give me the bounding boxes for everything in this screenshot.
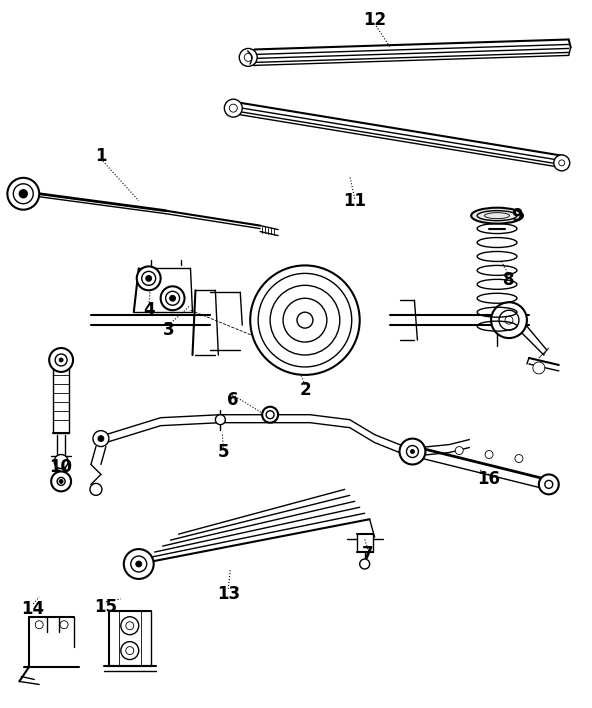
Circle shape bbox=[36, 621, 43, 629]
Circle shape bbox=[250, 266, 360, 375]
Circle shape bbox=[55, 354, 67, 366]
Circle shape bbox=[485, 450, 493, 459]
Circle shape bbox=[126, 622, 134, 629]
Text: 12: 12 bbox=[363, 11, 386, 28]
Text: 11: 11 bbox=[343, 192, 366, 210]
Circle shape bbox=[59, 479, 63, 484]
Circle shape bbox=[59, 358, 63, 362]
Circle shape bbox=[258, 273, 352, 367]
Circle shape bbox=[491, 302, 527, 338]
Text: 6: 6 bbox=[227, 391, 238, 409]
Circle shape bbox=[215, 415, 226, 425]
Circle shape bbox=[51, 472, 71, 491]
Circle shape bbox=[559, 160, 565, 166]
Circle shape bbox=[141, 271, 156, 285]
Text: 9: 9 bbox=[511, 207, 523, 224]
Text: 15: 15 bbox=[94, 598, 117, 616]
Circle shape bbox=[270, 285, 340, 355]
Circle shape bbox=[410, 450, 414, 454]
Circle shape bbox=[244, 53, 252, 62]
Circle shape bbox=[121, 641, 139, 660]
Circle shape bbox=[515, 455, 523, 462]
Circle shape bbox=[49, 348, 73, 372]
Text: 7: 7 bbox=[362, 545, 374, 563]
Circle shape bbox=[146, 275, 152, 281]
Ellipse shape bbox=[471, 207, 523, 224]
Circle shape bbox=[499, 310, 519, 330]
Circle shape bbox=[169, 295, 176, 301]
Text: 8: 8 bbox=[503, 271, 515, 290]
Circle shape bbox=[60, 621, 68, 629]
Circle shape bbox=[400, 438, 426, 464]
Circle shape bbox=[20, 190, 27, 198]
Circle shape bbox=[57, 477, 65, 486]
Text: 4: 4 bbox=[143, 301, 155, 319]
Circle shape bbox=[224, 99, 242, 117]
Circle shape bbox=[124, 549, 154, 579]
Circle shape bbox=[455, 447, 463, 455]
Text: 3: 3 bbox=[163, 321, 175, 339]
Circle shape bbox=[239, 48, 257, 67]
Circle shape bbox=[297, 312, 313, 328]
Bar bbox=[53, 368, 69, 433]
Circle shape bbox=[121, 617, 139, 634]
Text: 13: 13 bbox=[217, 585, 240, 603]
Circle shape bbox=[93, 430, 109, 447]
Circle shape bbox=[166, 291, 179, 305]
Circle shape bbox=[137, 266, 160, 290]
Circle shape bbox=[126, 646, 134, 655]
Text: 2: 2 bbox=[299, 381, 311, 399]
Circle shape bbox=[266, 411, 274, 418]
Circle shape bbox=[262, 407, 278, 423]
Circle shape bbox=[539, 474, 559, 494]
Circle shape bbox=[54, 455, 68, 469]
Circle shape bbox=[545, 481, 553, 489]
Circle shape bbox=[407, 445, 419, 457]
Circle shape bbox=[554, 155, 570, 171]
Circle shape bbox=[283, 298, 327, 342]
Circle shape bbox=[505, 316, 513, 324]
Text: 16: 16 bbox=[478, 470, 501, 489]
Circle shape bbox=[360, 559, 369, 569]
Circle shape bbox=[98, 435, 104, 442]
Circle shape bbox=[136, 561, 141, 567]
Circle shape bbox=[533, 362, 545, 374]
Text: 1: 1 bbox=[95, 147, 107, 165]
Circle shape bbox=[229, 104, 237, 112]
Circle shape bbox=[7, 178, 39, 210]
Circle shape bbox=[160, 286, 185, 310]
Circle shape bbox=[131, 556, 147, 572]
Text: 14: 14 bbox=[22, 600, 45, 618]
Text: 10: 10 bbox=[50, 459, 73, 476]
Text: 5: 5 bbox=[218, 442, 229, 460]
Circle shape bbox=[14, 184, 33, 204]
Circle shape bbox=[90, 484, 102, 496]
